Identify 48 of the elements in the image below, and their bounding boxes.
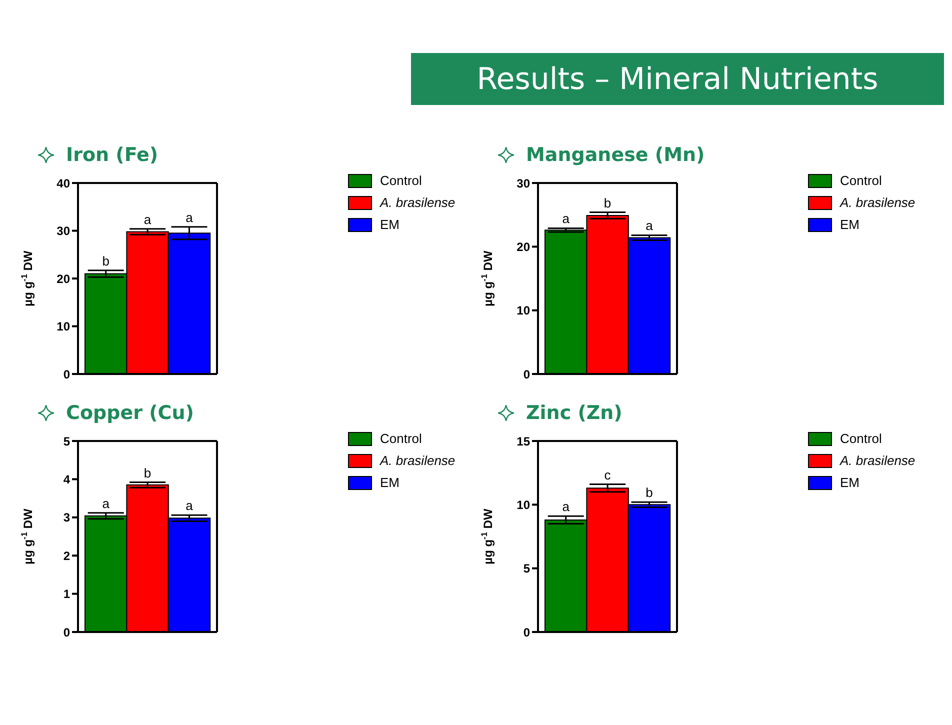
y-tick-label: 5 (523, 562, 530, 576)
data-label: c (604, 467, 612, 482)
y-tick-label: 10 (516, 304, 530, 318)
data-label: a (102, 496, 110, 511)
y-tick-label: 20 (56, 272, 70, 286)
data-label: a (646, 218, 654, 234)
y-tick-label: 15 (516, 434, 530, 448)
y-tick-label: 0 (523, 367, 530, 382)
y-tick-label: 40 (56, 176, 70, 190)
y-tick-label: 0 (523, 625, 530, 640)
y-tick-label: 0 (63, 367, 70, 382)
legend-label: Control (840, 430, 882, 448)
legend-label: A. brasilense (840, 452, 916, 470)
text: Results – Mineral Nutrients (411, 53, 944, 105)
y-tick-label: 3 (63, 510, 70, 525)
data-label: a (186, 210, 194, 225)
data-label: a (144, 212, 152, 227)
y-tick-label: 10 (516, 498, 530, 512)
y-tick-label: 30 (56, 224, 70, 238)
y-tick-label: 1 (63, 587, 70, 602)
y-tick-label: 5 (63, 434, 70, 448)
data-label: a (186, 498, 194, 514)
legend-label: A. brasilense (380, 452, 456, 470)
data-label: b (604, 195, 612, 210)
y-tick-label: 30 (516, 176, 530, 190)
legend-label: EM (380, 474, 400, 492)
legend-label: Control (380, 172, 422, 190)
data-label: b (102, 253, 110, 268)
chart-title: Copper (Cu) (66, 402, 194, 424)
y-tick-label: 20 (516, 240, 530, 254)
legend-label: Control (380, 430, 422, 448)
legend-label: Control (840, 172, 882, 190)
legend-label: A. brasilense (840, 194, 916, 212)
chart-title: Zinc (Zn) (526, 402, 622, 424)
data-label: a (562, 211, 570, 226)
y-tick-label: 10 (56, 320, 70, 334)
legend-label: A. brasilense (380, 194, 456, 212)
legend-label: EM (380, 216, 400, 234)
y-tick-label: 0 (63, 625, 70, 640)
y-tick-label: 4 (63, 472, 70, 486)
legend-label: EM (840, 216, 860, 234)
data-label: b (144, 465, 152, 480)
y-tick-label: 2 (63, 548, 70, 563)
data-label: a (562, 499, 570, 514)
chart-title: Manganese (Mn) (526, 144, 705, 166)
chart-title: Iron (Fe) (66, 144, 158, 166)
data-label: b (646, 485, 653, 500)
legend-label: EM (840, 474, 860, 492)
